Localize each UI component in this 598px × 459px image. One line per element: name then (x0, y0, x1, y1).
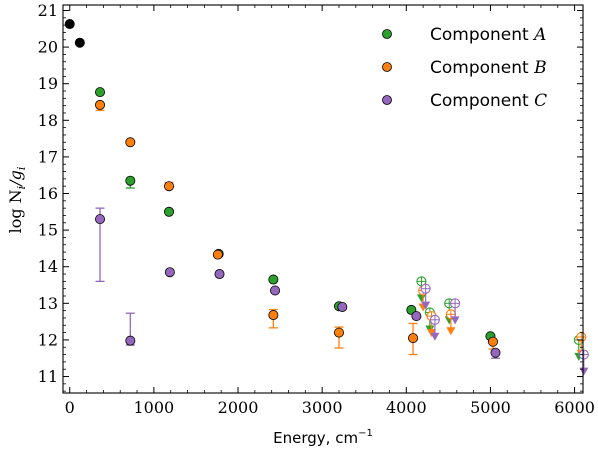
data-point-c (95, 214, 106, 225)
y-tick-label: 15 (38, 221, 58, 240)
legend: Component A Component B Component C (382, 25, 547, 111)
upper-limit-arrow-c (579, 367, 589, 376)
y-tick-label: 13 (38, 294, 58, 313)
legend-marker-b (382, 62, 392, 72)
series-b (95, 99, 587, 358)
data-point-unassigned (74, 37, 85, 48)
legend-label-b: Component (430, 58, 529, 78)
y-tick-label: 20 (38, 38, 58, 57)
x-axis-label: Energy, cm−1 (273, 428, 373, 447)
data-point-c (337, 301, 348, 312)
data-point-c (164, 267, 175, 278)
upper-limit-arrow-b (446, 327, 456, 336)
plot-frame (62, 4, 584, 394)
data-point-b (333, 327, 344, 338)
legend-label-a: Component (430, 25, 529, 45)
y-tick-label: 19 (38, 74, 58, 93)
upper-limit-arrow-c (450, 316, 460, 325)
legend-marker-c (382, 95, 392, 105)
x-tick-label: 4000 (386, 398, 427, 417)
svg-text:Component B: Component B (430, 58, 547, 78)
legend-entry-c: Component C (382, 91, 547, 111)
marks-layer (64, 19, 589, 376)
legend-label-a-letter: A (532, 25, 546, 45)
y-tick-label: 14 (38, 257, 58, 276)
legend-marker-a (382, 29, 392, 39)
data-point-b (212, 249, 223, 260)
x-tick-label: 5000 (470, 398, 511, 417)
data-point-a (268, 274, 279, 285)
y-tick-label: 18 (38, 111, 58, 130)
data-point-b (125, 137, 136, 148)
legend-label-b-letter: B (533, 58, 547, 78)
data-point-unassigned (64, 19, 75, 30)
legend-entry-a: Component A (382, 25, 546, 45)
series-c (95, 207, 589, 376)
x-tick-label: 2000 (218, 398, 259, 417)
y-tick-label: 11 (38, 367, 58, 386)
upper-limit-arrow-c (421, 301, 431, 310)
svg-text:Component A: Component A (430, 25, 546, 45)
data-point-a (95, 87, 106, 98)
upper-limit-arrow-c (430, 332, 440, 341)
y-axis-label: log Ni/gi (6, 167, 28, 234)
x-tick-label: 6000 (554, 398, 595, 417)
data-point-b (95, 99, 106, 110)
x-tick-label: 0 (65, 398, 75, 417)
ticks-layer: 0 1000 2000 3000 4000 5000 6000 11 12 13 14 15 16 17 1… (38, 1, 595, 417)
y-tick-label: 17 (38, 147, 58, 166)
series-a (95, 87, 584, 361)
data-point-c (411, 311, 422, 322)
data-point-c (270, 285, 281, 296)
data-point-b (487, 336, 498, 347)
data-point-c (214, 269, 225, 280)
data-point-a (125, 175, 136, 186)
data-point-b (408, 333, 419, 344)
data-point-b (164, 181, 175, 192)
data-point-a (164, 206, 175, 217)
y-tick-label: 16 (38, 184, 58, 203)
y-tick-label: 21 (38, 1, 58, 20)
data-point-c (490, 347, 501, 358)
legend-label-c-letter: C (534, 91, 547, 111)
y-tick-label: 12 (38, 330, 58, 349)
data-point-b (268, 310, 279, 321)
data-point-c (125, 335, 136, 346)
series-unassigned (64, 19, 85, 48)
legend-entry-b: Component B (382, 58, 547, 78)
svg-text:Component C: Component C (430, 91, 547, 111)
x-tick-label: 3000 (302, 398, 343, 417)
upper-limit-arrow-a (416, 294, 426, 303)
x-tick-label: 1000 (134, 398, 175, 417)
legend-label-c: Component (430, 91, 529, 111)
